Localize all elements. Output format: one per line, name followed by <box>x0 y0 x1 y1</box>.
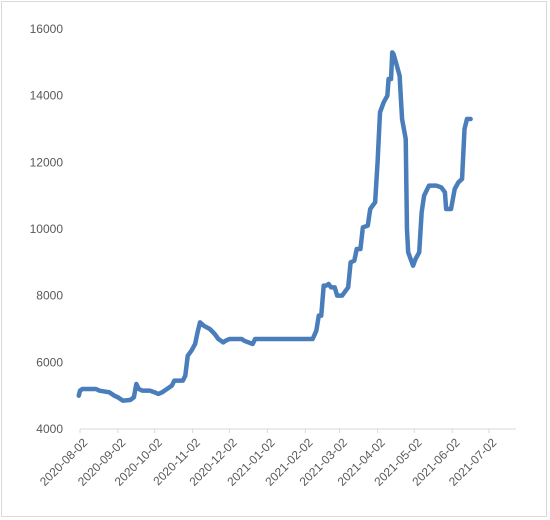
x-axis: 2020-08-022020-09-022020-10-022020-11-02… <box>37 429 500 489</box>
y-tick-label: 6000 <box>36 355 63 369</box>
y-tick-label: 16000 <box>30 22 64 36</box>
y-tick-label: 4000 <box>36 422 63 436</box>
y-tick-label: 10000 <box>30 222 64 236</box>
y-tick-label: 8000 <box>36 289 63 303</box>
y-tick-label: 12000 <box>30 155 64 169</box>
y-tick-label: 14000 <box>30 89 64 103</box>
series-line <box>76 50 473 403</box>
y-axis: 4000 6000 8000 10000 12000 14000 16000 <box>30 22 64 436</box>
